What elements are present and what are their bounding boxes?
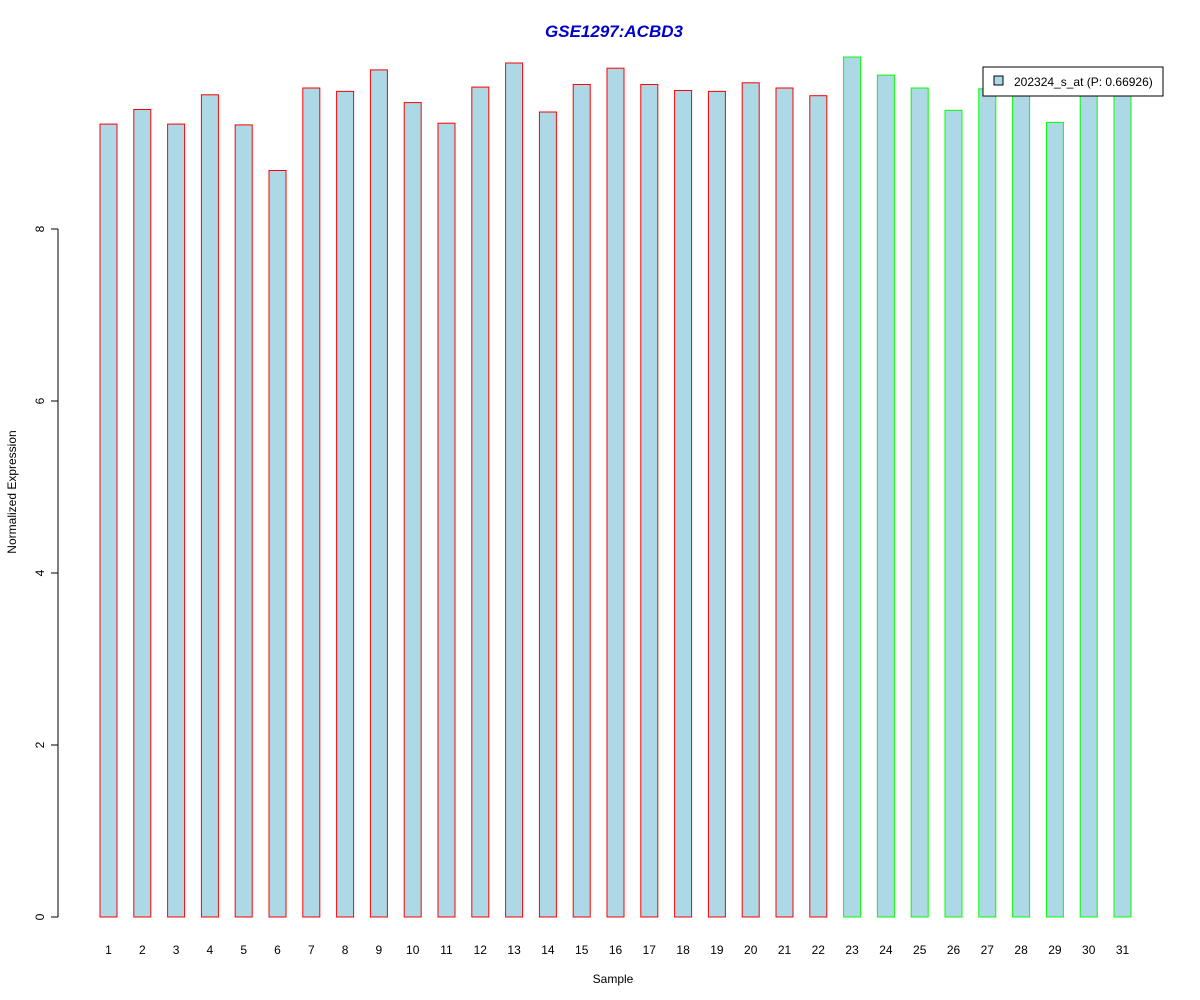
bar-24 [876,74,895,918]
x-tick-label: 22 [812,943,826,957]
y-axis-label: Normalized Expression [5,430,19,553]
bar-31 [1113,88,1132,918]
bar-20 [741,82,760,918]
bar-23 [843,56,862,918]
bar-27 [978,88,997,918]
x-tick-label: 30 [1082,943,1096,957]
bar-11 [437,122,456,918]
bar-29 [1045,121,1064,918]
y-tick-label: 6 [33,397,47,404]
x-tick-label: 9 [376,943,383,957]
bar-26 [944,109,963,918]
legend-label: 202324_s_at (P: 0.66926) [1014,75,1153,89]
y-tick-label: 8 [33,225,47,232]
bar-28 [1012,86,1031,918]
bar-1 [99,123,118,918]
x-tick-label: 18 [676,943,690,957]
bar-7 [302,87,321,918]
y-tick-label: 4 [33,569,47,576]
legend-swatch [993,75,1004,86]
x-tick-label: 23 [845,943,859,957]
bar-10 [403,102,422,918]
bar-12 [471,86,490,918]
x-tick-label: 2 [139,943,146,957]
x-tick-label: 17 [643,943,657,957]
x-tick-label: 6 [274,943,281,957]
bar-15 [572,84,591,918]
bar-19 [707,90,726,918]
bar-6 [268,170,287,918]
bar-18 [674,90,693,918]
x-tick-label: 14 [541,943,555,957]
x-tick-label: 25 [913,943,927,957]
bar-14 [538,111,557,918]
bar-16 [606,67,625,918]
x-tick-label: 29 [1048,943,1062,957]
bar-22 [809,95,828,918]
bars-group [99,56,1132,918]
legend: 202324_s_at (P: 0.66926) [982,66,1164,97]
x-tick-labels: 1 2 3 4 5 6 7 8 9 10 11 12 13 14 15 16 17 18 19 20 21 22 23 24 2… [105,943,1129,957]
x-tick-label: 31 [1116,943,1130,957]
x-tick-label: 5 [240,943,247,957]
x-tick-label: 1 [105,943,112,957]
bar-3 [167,123,186,918]
x-tick-label: 21 [778,943,792,957]
bar-25 [910,87,929,918]
x-tick-label: 7 [308,943,315,957]
x-tick-label: 24 [879,943,893,957]
x-tick-label: 15 [575,943,589,957]
x-tick-label: 26 [947,943,961,957]
bar-8 [336,90,355,918]
bar-17 [640,84,659,918]
x-tick-label: 12 [474,943,488,957]
chart-title: GSE1297:ACBD3 [545,22,683,41]
x-tick-label: 19 [710,943,724,957]
y-tick-label: 2 [33,741,47,748]
x-tick-label: 8 [342,943,349,957]
x-tick-label: 27 [981,943,995,957]
bar-5 [234,124,253,918]
x-tick-label: 13 [507,943,521,957]
bar-2 [133,109,152,918]
x-tick-label: 28 [1014,943,1028,957]
x-axis-label: Sample [593,972,634,986]
x-tick-label: 20 [744,943,758,957]
legend-box [982,66,1164,97]
bar-13 [505,62,524,918]
bar-4 [200,94,219,918]
y-tick-label: 0 [33,913,47,920]
x-tick-label: 11 [440,943,453,957]
x-tick-label: 16 [609,943,623,957]
x-tick-label: 10 [406,943,420,957]
x-tick-label: 4 [207,943,214,957]
bar-21 [775,87,794,918]
bar-30 [1079,90,1098,918]
bar-9 [369,69,388,918]
y-axis: 0 2 4 6 8 [33,225,59,920]
x-tick-label: 3 [173,943,180,957]
